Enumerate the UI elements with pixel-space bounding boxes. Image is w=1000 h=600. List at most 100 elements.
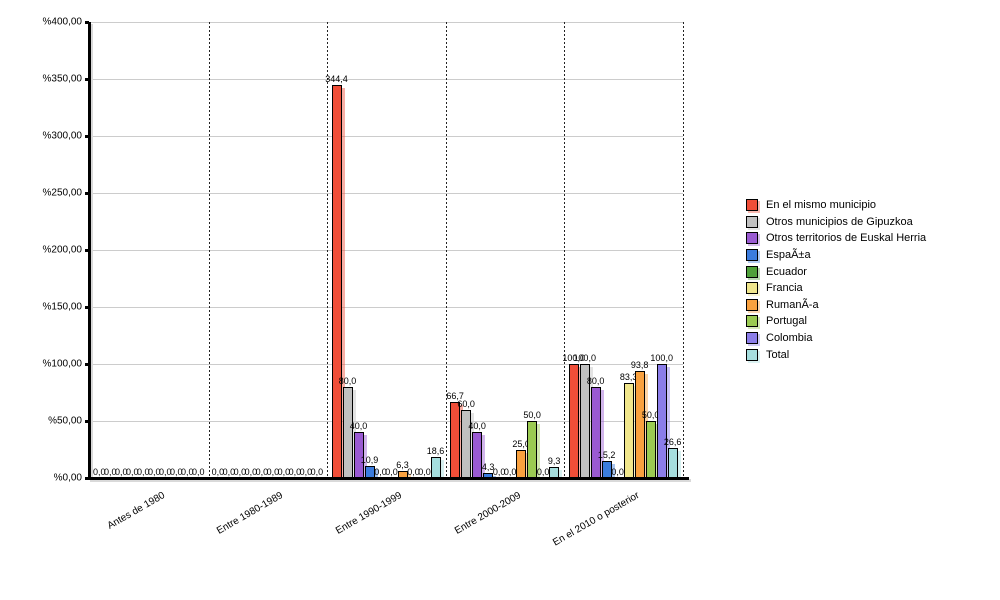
category-axis-label: Entre 1980-1989 bbox=[215, 490, 286, 537]
legend-swatch-icon bbox=[746, 232, 758, 245]
bar-value-label: 0,0 bbox=[115, 467, 128, 477]
bar bbox=[590, 386, 601, 478]
y-axis-tick bbox=[85, 477, 89, 480]
bar bbox=[430, 456, 441, 478]
category-axis-label: Entre 1990-1999 bbox=[333, 490, 404, 537]
bar bbox=[645, 421, 656, 478]
y-axis-tick bbox=[85, 249, 89, 252]
bar bbox=[331, 85, 342, 478]
y-axis-tick-label: %100,00 bbox=[42, 358, 82, 370]
legend: En el mismo municipio Otros municipios de… bbox=[746, 197, 926, 363]
bar bbox=[623, 383, 634, 478]
bar-value-label: 0,0 bbox=[211, 467, 225, 477]
legend-item: Ecuador bbox=[746, 263, 926, 280]
category-axis-label: Entre 2000-2009 bbox=[452, 490, 523, 537]
horizontal-gridline bbox=[90, 193, 683, 194]
bar-value-label: 10,9 bbox=[360, 454, 379, 465]
bar-value-label: 83,3 bbox=[619, 372, 638, 383]
legend-label: RumanÃ-a bbox=[766, 298, 819, 311]
bar-value-label: 100,0 bbox=[573, 353, 596, 363]
horizontal-gridline bbox=[90, 364, 683, 365]
bar-value-label: 93,8 bbox=[630, 360, 649, 371]
bar-value-label: 18,6 bbox=[426, 445, 445, 456]
horizontal-gridline bbox=[90, 421, 683, 422]
legend-label: Total bbox=[766, 348, 790, 361]
legend-item: EspaÃ±a bbox=[746, 247, 926, 264]
category-separator-line bbox=[208, 22, 210, 478]
bar-value-label: 0,0 bbox=[310, 467, 324, 477]
bar-value-label: 80,0 bbox=[338, 375, 357, 386]
bar bbox=[516, 449, 527, 478]
category-axis-label: Antes de 1980 bbox=[105, 490, 167, 532]
y-axis-tick bbox=[85, 78, 89, 81]
legend-item: Colombia bbox=[746, 330, 926, 347]
legend-swatch-icon bbox=[746, 298, 758, 311]
legend-label: Colombia bbox=[766, 332, 813, 345]
y-axis-tick bbox=[85, 21, 89, 24]
legend-label: Ecuador bbox=[766, 265, 807, 278]
y-axis-tick bbox=[85, 420, 89, 423]
bar-value-label: 0,0 bbox=[126, 467, 139, 477]
bar-value-label: 80,0 bbox=[586, 375, 605, 386]
legend-label: Otros territorios de Euskal Herria bbox=[766, 232, 927, 245]
bar-value-label: 66,7 bbox=[446, 390, 464, 401]
bar-value-label: 9,3 bbox=[547, 456, 561, 467]
bar-value-label: 0,0 bbox=[374, 467, 387, 477]
bar bbox=[634, 371, 645, 478]
legend-label: Portugal bbox=[766, 315, 807, 328]
legend-swatch-icon bbox=[746, 332, 758, 345]
category-separator-line bbox=[683, 22, 684, 478]
y-axis-tick-label: %250,00 bbox=[42, 187, 82, 199]
bar bbox=[568, 364, 579, 478]
legend-label: En el mismo municipio bbox=[766, 199, 877, 212]
bar-value-label: 0,0 bbox=[611, 467, 624, 477]
y-axis-tick bbox=[85, 306, 89, 309]
bar-value-label: 0,0 bbox=[104, 467, 117, 477]
legend-item: Total bbox=[746, 346, 926, 363]
legend-swatch-icon bbox=[746, 199, 758, 212]
bar bbox=[342, 386, 353, 478]
bar-value-label: 0,0 bbox=[418, 467, 431, 477]
bar-value-label: 50,0 bbox=[523, 410, 541, 420]
legend-swatch-icon bbox=[746, 315, 758, 328]
legend-label: EspaÃ±a bbox=[766, 249, 811, 262]
y-axis-tick-label: %350,00 bbox=[42, 73, 82, 85]
bar-value-label: 0,0 bbox=[159, 467, 172, 477]
bar-value-label: 15,2 bbox=[597, 449, 616, 460]
bar-value-label: 40,0 bbox=[349, 421, 368, 432]
bar-value-label: 0,0 bbox=[407, 467, 420, 477]
bar-value-label: 0,0 bbox=[299, 467, 313, 477]
y-axis-tick-label: %300,00 bbox=[42, 130, 82, 142]
bar bbox=[450, 401, 461, 478]
bar-value-label: 0,0 bbox=[503, 467, 517, 477]
bar-value-label: 40,0 bbox=[468, 421, 486, 432]
bar-value-label: 100,0 bbox=[562, 353, 585, 363]
bar bbox=[461, 409, 472, 478]
bar-value-label: 0,0 bbox=[277, 467, 291, 477]
y-axis-tick-label: %400,00 bbox=[42, 16, 82, 28]
y-axis-line bbox=[88, 22, 91, 480]
bar-value-label: 0,0 bbox=[192, 467, 205, 477]
bar-value-label: 25,0 bbox=[512, 438, 530, 449]
bar-value-label: 0,0 bbox=[93, 467, 106, 477]
x-axis-line bbox=[88, 477, 689, 480]
bar bbox=[667, 447, 678, 478]
horizontal-gridline bbox=[90, 136, 683, 137]
legend-label: Otros municipios de Gipuzkoa bbox=[766, 215, 913, 228]
bar-value-label: 0,0 bbox=[170, 467, 183, 477]
bar-value-label: 0,0 bbox=[492, 467, 506, 477]
bar-value-label: 0,0 bbox=[288, 467, 302, 477]
legend-item: Otros territorios de Euskal Herria bbox=[746, 230, 926, 247]
bar-value-label: 344,4 bbox=[325, 74, 348, 85]
legend-swatch-icon bbox=[746, 265, 758, 278]
legend-label: Francia bbox=[766, 282, 803, 295]
y-axis-tick-label: %0,00 bbox=[53, 472, 82, 484]
legend-swatch-icon bbox=[746, 348, 758, 361]
bar-value-label: 0,0 bbox=[137, 467, 150, 477]
bar-value-label: 60,0 bbox=[457, 398, 475, 409]
bar-value-label: 0,0 bbox=[255, 467, 269, 477]
bar bbox=[656, 364, 667, 478]
y-axis-tick bbox=[85, 192, 89, 195]
category-axis-label: En el 2010 o posterior bbox=[550, 490, 642, 549]
